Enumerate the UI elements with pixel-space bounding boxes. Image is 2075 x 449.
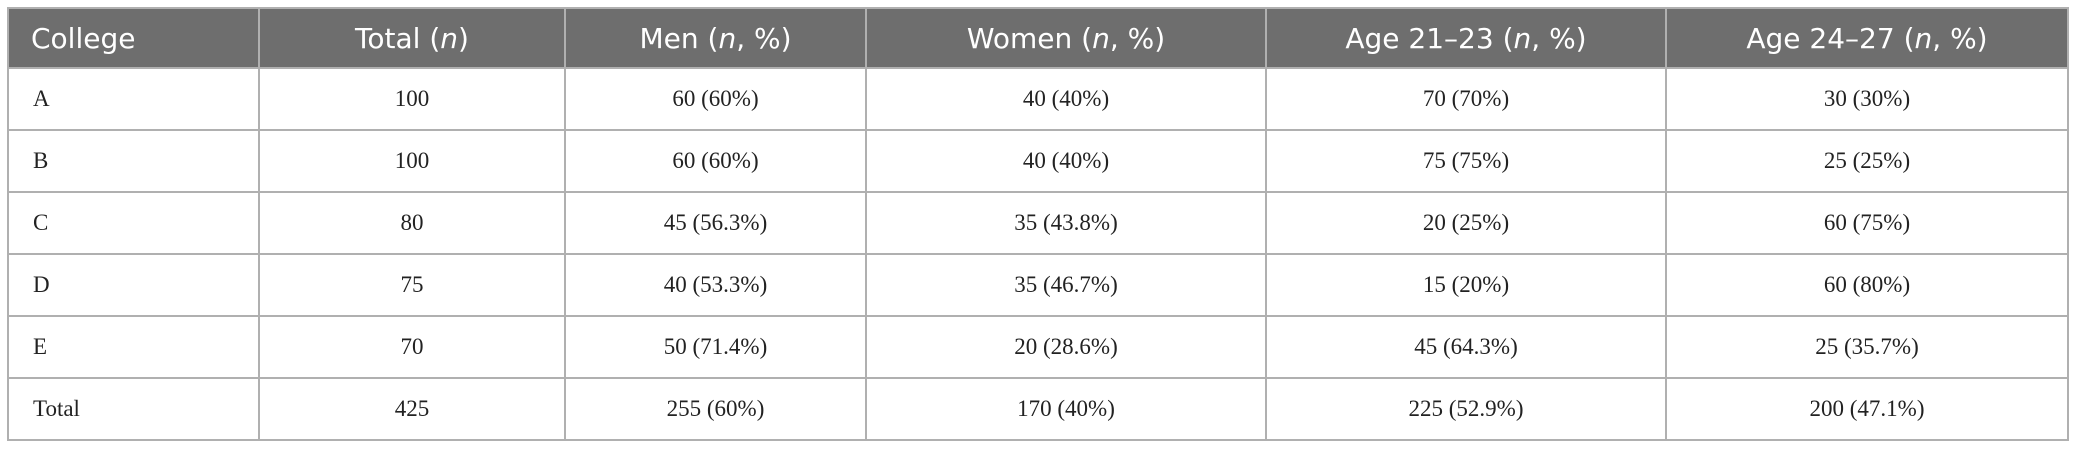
table-body: A 100 60 (60%) 40 (40%) 70 (70%) 30 (30%) B 100… xyxy=(7,67,2069,441)
table-row: Total 425 255 (60%) 170 (40%) 225 (52.9%) 200… xyxy=(7,377,2069,441)
header-italic-text: n xyxy=(440,21,459,55)
header-text: , %) xyxy=(1932,21,1988,55)
table-cell: 75 (75%) xyxy=(1265,129,1667,193)
table-cell: 100 xyxy=(258,67,566,131)
header-text: Age 21–23 ( xyxy=(1345,21,1514,55)
header-cell: Men (n, %) xyxy=(564,7,867,69)
table-cell: Total xyxy=(7,377,260,441)
table-cell: D xyxy=(7,253,260,317)
table-cell: 60 (60%) xyxy=(564,67,867,131)
table-row: E 70 50 (71.4%) 20 (28.6%) 45 (64.3%) 25 (35.… xyxy=(7,315,2069,379)
table-cell: 40 (53.3%) xyxy=(564,253,867,317)
table-row: D 75 40 (53.3%) 35 (46.7%) 15 (20%) 60 (80%) xyxy=(7,253,2069,317)
header-text: College xyxy=(31,21,136,55)
table-cell: 35 (46.7%) xyxy=(865,253,1267,317)
header-italic-text: n xyxy=(718,21,737,55)
header-italic-text: n xyxy=(1914,21,1933,55)
table-cell: 255 (60%) xyxy=(564,377,867,441)
header-italic-text: n xyxy=(1092,21,1110,55)
data-table: College Total (n) Men (n, %) Women (n, %) Ag… xyxy=(7,7,2069,441)
table-cell: 225 (52.9%) xyxy=(1265,377,1667,441)
table-cell: 45 (64.3%) xyxy=(1265,315,1667,379)
table-cell: 15 (20%) xyxy=(1265,253,1667,317)
header-text: ) xyxy=(458,21,469,55)
table-cell: 75 xyxy=(258,253,566,317)
header-cell: College xyxy=(7,7,260,69)
table-cell: 20 (28.6%) xyxy=(865,315,1267,379)
table-cell: 40 (40%) xyxy=(865,67,1267,131)
header-text: Total ( xyxy=(355,21,441,55)
table-cell: 35 (43.8%) xyxy=(865,191,1267,255)
table-cell: 60 (75%) xyxy=(1665,191,2069,255)
header-row: College Total (n) Men (n, %) Women (n, %) Ag… xyxy=(7,7,2069,69)
table-cell: B xyxy=(7,129,260,193)
table-cell: 50 (71.4%) xyxy=(564,315,867,379)
table-cell: 25 (25%) xyxy=(1665,129,2069,193)
table-cell: 70 (70%) xyxy=(1265,67,1667,131)
header-text: , %) xyxy=(1109,21,1166,55)
header-cell: Women (n, %) xyxy=(865,7,1267,69)
table-cell: 170 (40%) xyxy=(865,377,1267,441)
header-cell: Age 24–27 (n, %) xyxy=(1665,7,2069,69)
header-text: Age 24–27 ( xyxy=(1746,21,1915,55)
header-text: Women ( xyxy=(966,21,1093,55)
table-cell: 45 (56.3%) xyxy=(564,191,867,255)
header-text: , %) xyxy=(736,21,792,55)
table-cell: 40 (40%) xyxy=(865,129,1267,193)
table-row: A 100 60 (60%) 40 (40%) 70 (70%) 30 (30%) xyxy=(7,67,2069,131)
header-italic-text: n xyxy=(1513,21,1532,55)
table-cell: 20 (25%) xyxy=(1265,191,1667,255)
table-cell: 200 (47.1%) xyxy=(1665,377,2069,441)
table-cell: 100 xyxy=(258,129,566,193)
table-cell: 60 (60%) xyxy=(564,129,867,193)
table-cell: 60 (80%) xyxy=(1665,253,2069,317)
table-row: C 80 45 (56.3%) 35 (43.8%) 20 (25%) 60 (75%) xyxy=(7,191,2069,255)
table-cell: 425 xyxy=(258,377,566,441)
table-row: B 100 60 (60%) 40 (40%) 75 (75%) 25 (25%) xyxy=(7,129,2069,193)
table-cell: C xyxy=(7,191,260,255)
table-cell: 30 (30%) xyxy=(1665,67,2069,131)
header-text: Men ( xyxy=(639,21,719,55)
header-cell: Age 21–23 (n, %) xyxy=(1265,7,1667,69)
header-cell: Total (n) xyxy=(258,7,566,69)
table-cell: E xyxy=(7,315,260,379)
table-cell: A xyxy=(7,67,260,131)
header-text: , %) xyxy=(1531,21,1587,55)
table-cell: 70 xyxy=(258,315,566,379)
table-cell: 25 (35.7%) xyxy=(1665,315,2069,379)
table-cell: 80 xyxy=(258,191,566,255)
